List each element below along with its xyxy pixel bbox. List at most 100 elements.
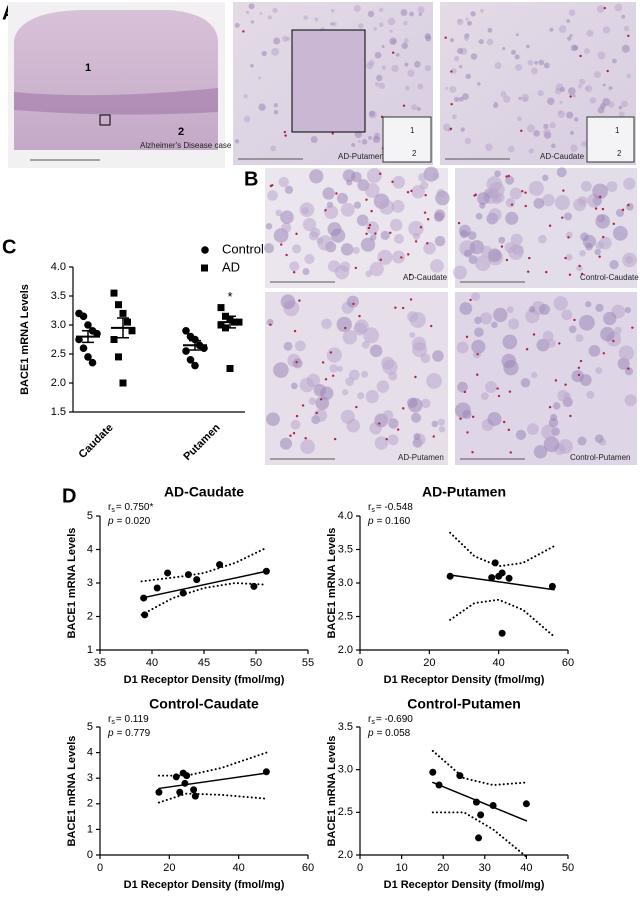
signal-dot <box>548 224 552 227</box>
y-tick-label: 2 <box>87 610 93 622</box>
signal-dot <box>344 326 347 330</box>
cell <box>339 261 351 272</box>
cell <box>452 114 457 120</box>
cell <box>621 100 628 108</box>
signal-dot <box>450 102 453 106</box>
y-axis-title: BACE1 mRNA Levels <box>66 736 78 847</box>
cell <box>515 429 527 441</box>
signal-dot <box>476 373 479 376</box>
cell <box>267 190 278 201</box>
signal-dot <box>598 255 601 258</box>
y-tick-label: 4 <box>87 543 93 555</box>
cell <box>538 234 547 244</box>
cell <box>282 35 289 42</box>
cell <box>501 46 506 51</box>
stat-value: = 0.119 <box>116 714 149 725</box>
cell <box>489 182 505 198</box>
cell <box>477 192 490 205</box>
signal-dot <box>621 208 625 212</box>
cell <box>561 309 573 321</box>
signal-dot <box>333 437 337 441</box>
data-point <box>79 344 88 353</box>
cell <box>317 235 333 251</box>
y-tick-label: 4 <box>87 747 93 759</box>
cell <box>403 20 408 26</box>
signal-dot <box>578 264 581 268</box>
signal-dot <box>568 273 572 276</box>
data-point <box>498 629 506 637</box>
signal-dot <box>269 323 272 326</box>
x-tick-label: 55 <box>302 657 314 669</box>
cell <box>322 187 335 200</box>
signal-dot <box>500 245 504 248</box>
cell <box>284 185 294 195</box>
x-axis-title: D1 Receptor Density (fmol/mg) <box>124 674 285 686</box>
cell <box>272 7 278 14</box>
cell <box>411 104 418 111</box>
cell <box>480 8 484 13</box>
stat-p: p = 0.160 <box>367 516 411 527</box>
cell <box>418 12 423 16</box>
stat-r: rs= 0.119 <box>108 714 149 726</box>
cell <box>573 45 579 51</box>
cell <box>336 365 343 372</box>
cell <box>462 409 472 420</box>
y-tick-label: 2.0 <box>338 849 353 861</box>
cell <box>376 380 390 393</box>
panel-label: B <box>244 168 258 190</box>
y-tick-label: 1 <box>87 644 93 656</box>
cell <box>365 389 379 404</box>
cell <box>442 123 451 132</box>
cell <box>413 432 421 440</box>
cell <box>283 341 293 351</box>
cell <box>614 326 622 335</box>
cell <box>511 49 516 55</box>
x-tick-label: 10 <box>395 862 407 874</box>
data-point <box>200 344 208 353</box>
cell <box>518 96 522 100</box>
cell <box>420 353 431 364</box>
image-caption: Control-Caudate <box>580 273 639 282</box>
signal-dot <box>579 359 583 363</box>
cell <box>527 59 534 66</box>
legend-label: AD <box>222 259 240 274</box>
micrograph: 1 2 AD-Caudate <box>440 2 636 165</box>
x-tick-label: 60 <box>302 862 314 874</box>
cell <box>292 244 302 254</box>
cell <box>506 306 514 314</box>
signal-dot <box>324 378 328 381</box>
cell-texture <box>452 167 637 280</box>
data-point <box>179 589 187 597</box>
signal-dot <box>532 333 536 336</box>
stat-value: = 0.160 <box>377 516 411 527</box>
cell <box>558 25 567 33</box>
stat-symbol: r <box>368 714 372 725</box>
y-axis-title: BACE1 mRNA Levels <box>19 284 31 395</box>
cell <box>411 412 422 423</box>
cell <box>526 423 539 435</box>
confidence-band <box>449 598 556 638</box>
signal-dot <box>304 436 307 440</box>
cell <box>491 321 498 329</box>
cell <box>625 255 634 264</box>
image-caption: AD-Putamen <box>398 453 444 462</box>
cell <box>353 4 361 12</box>
cell <box>460 127 465 132</box>
cell <box>503 360 519 376</box>
cell <box>465 17 469 21</box>
cell <box>434 235 446 247</box>
cell <box>558 110 563 114</box>
cell <box>485 381 497 393</box>
cell <box>250 20 255 24</box>
cell <box>352 246 360 254</box>
signal-dot <box>378 422 381 425</box>
data-point <box>193 576 201 584</box>
signal-dot <box>627 34 630 38</box>
data-point <box>250 582 258 590</box>
cell <box>494 62 502 70</box>
cell <box>395 52 400 57</box>
cell <box>374 436 389 450</box>
cell <box>469 240 485 255</box>
signal-dot <box>301 404 305 407</box>
